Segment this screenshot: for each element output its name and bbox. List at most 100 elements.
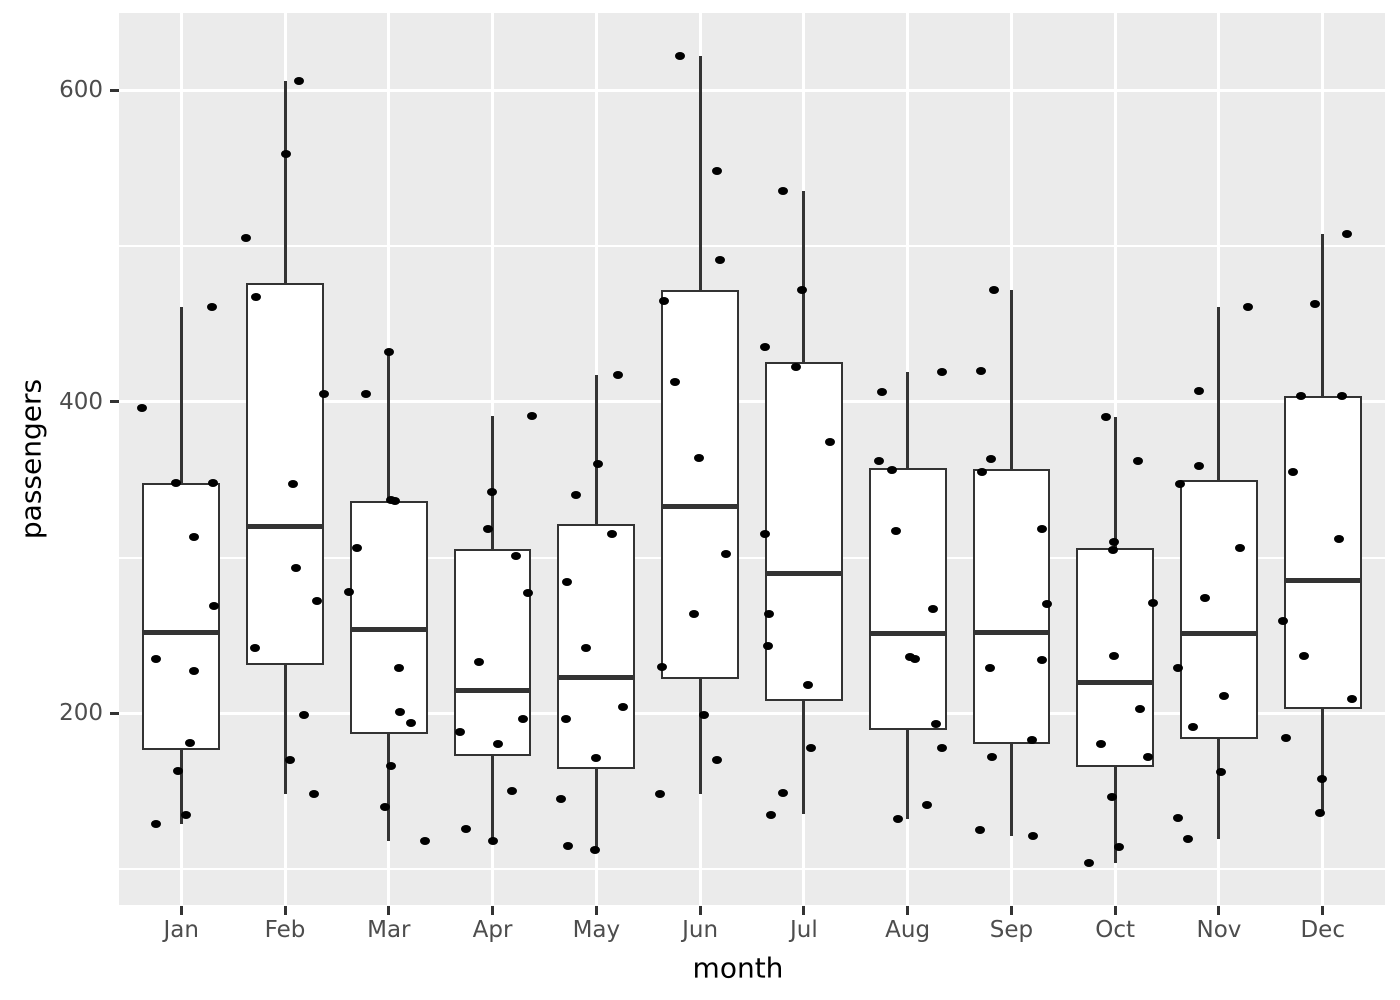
jitter-point [173,766,184,775]
jitter-point [887,466,898,475]
jitter-point [1028,832,1039,841]
boxplot-box [453,549,532,757]
jitter-point [1316,774,1327,783]
x-axis-title: month [692,951,784,985]
jitter-point [656,662,667,671]
jitter-point [288,480,299,489]
jitter-point [1108,545,1119,554]
jitter-point [522,589,533,598]
jitter-point [1100,413,1111,422]
jitter-point [556,794,567,803]
gridline-major [119,88,1385,92]
boxplot-box [349,501,428,734]
x-tick-label: Dec [1300,917,1345,943]
jitter-point [312,597,323,606]
jitter-point [936,743,947,752]
jitter-point [760,343,771,352]
jitter-point [394,664,405,673]
boxplot-box [661,290,739,679]
jitter-point [927,604,938,613]
jitter-point [1182,835,1193,844]
jitter-point [1219,692,1230,701]
jitter-point [208,478,219,487]
jitter-point [250,293,261,302]
jitter-point [151,654,162,663]
jitter-point [824,438,835,447]
jitter-point [1133,456,1144,465]
boxplot-median [246,523,324,529]
jitter-point [1174,480,1185,489]
boxplot-box [142,482,221,750]
jitter-point [618,703,629,712]
y-axis-title: passengers [14,378,48,540]
boxplot-box [764,362,843,701]
jitter-point [985,455,996,464]
jitter-point [893,815,904,824]
x-tick-mark [283,906,287,915]
jitter-point [570,491,581,500]
x-tick-label: Aug [885,917,931,943]
jitter-point [930,720,941,729]
jitter-point [561,715,572,724]
gridline-minor [119,245,1385,247]
jitter-point [207,302,218,311]
boxplot-median [764,571,843,577]
jitter-point [1295,391,1306,400]
jitter-point [1299,651,1310,660]
x-tick-label: Feb [264,917,306,943]
y-tick-mark [110,400,119,404]
jitter-point [487,836,498,845]
jitter-point [319,389,330,398]
jitter-point [760,530,771,539]
jitter-point [474,657,485,666]
jitter-point [511,551,522,560]
jitter-point [492,740,503,749]
jitter-point [1281,734,1292,743]
boxplot-median [557,674,636,680]
jitter-point [181,810,192,819]
jitter-point [483,525,494,534]
jitter-point [658,296,669,305]
jitter-point [1036,656,1047,665]
x-tick-mark [698,906,702,915]
jitter-point [285,755,296,764]
x-tick-label: Nov [1196,917,1242,943]
jitter-point [711,167,722,176]
x-tick-label: Jan [163,917,199,943]
jitter-point [986,752,997,761]
jitter-point [694,453,705,462]
gridline-major [119,400,1385,404]
x-tick-mark [1113,906,1117,915]
jitter-point [1287,467,1298,476]
jitter-point [976,366,987,375]
jitter-point [527,411,537,420]
jitter-point [606,530,617,539]
jitter-point [249,643,260,652]
jitter-point [151,819,162,828]
jitter-point [486,488,497,497]
jitter-point [281,150,292,159]
x-tick-mark [1217,906,1221,915]
jitter-point [1310,299,1321,308]
y-tick-mark [110,88,119,92]
x-tick-mark [1009,906,1013,915]
jitter-point [298,710,309,719]
jitter-point [593,460,604,469]
x-tick-mark [594,906,598,915]
jitter-point [803,681,814,690]
jitter-point [1216,768,1227,777]
jitter-point [699,710,710,719]
jitter-point [1114,843,1125,852]
jitter-point [1243,302,1254,311]
x-tick-label: Sep [989,917,1034,943]
jitter-point [405,718,416,727]
jitter-point [420,836,431,845]
boxplot-box [557,524,636,769]
x-tick-label: Mar [367,917,411,943]
jitter-point [517,715,528,724]
jitter-point [1173,813,1184,822]
boxplot-median [868,630,947,636]
jitter-point [344,587,355,596]
jitter-point [591,754,602,763]
